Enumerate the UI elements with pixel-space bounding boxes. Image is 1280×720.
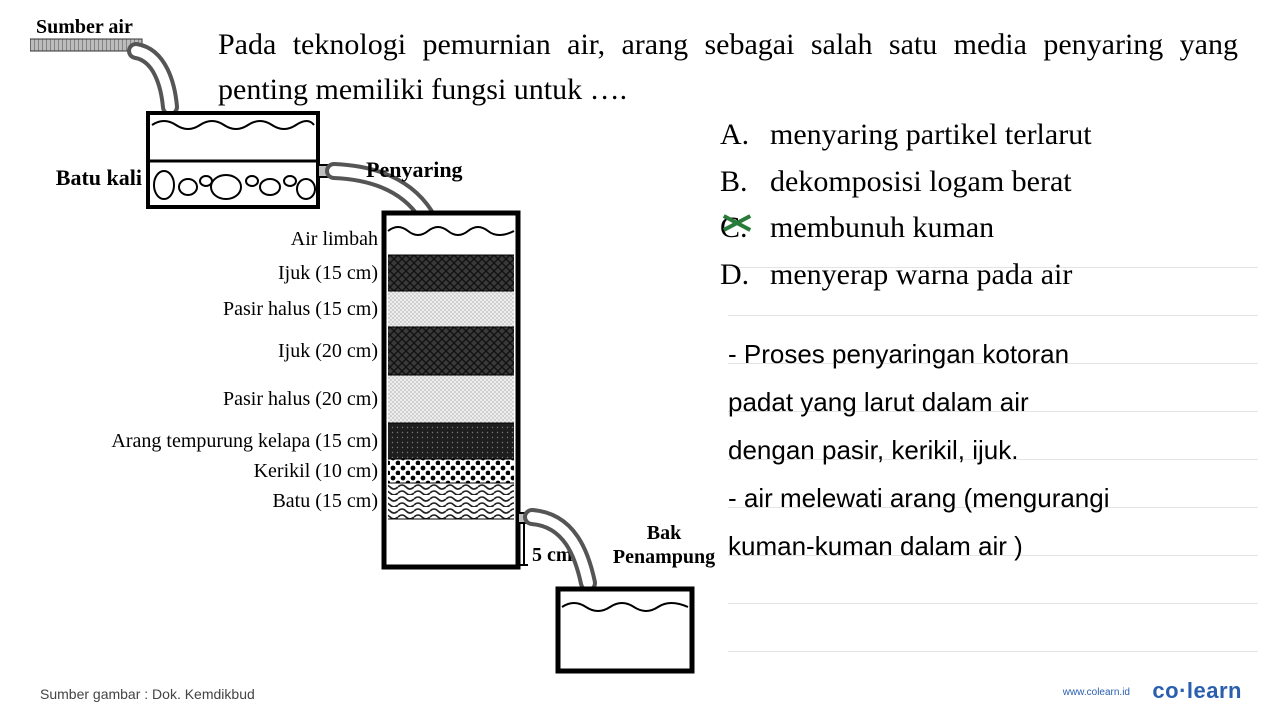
source-pipe-bar <box>30 39 142 51</box>
cross-mark-icon <box>718 203 758 243</box>
label-bak-2: Penampung <box>613 546 715 568</box>
option-c: C.membunuh kuman <box>720 205 1092 252</box>
note-line-2: padat yang larut dalam air <box>728 378 1258 426</box>
brand-url: www.colearn.id <box>1063 687 1130 698</box>
label-ijuk-15: Ijuk (15 cm) <box>278 262 378 284</box>
label-pasir-20: Pasir halus (20 cm) <box>223 388 378 410</box>
option-d-letter: D. <box>720 252 770 299</box>
label-sumber-air: Sumber air <box>36 16 133 38</box>
note-line-1: - Proses penyaringan kotoran <box>728 330 1258 378</box>
option-a-letter: A. <box>720 112 770 159</box>
label-air-limbah: Air limbah <box>291 228 378 250</box>
filter-column <box>384 213 532 567</box>
label-penyaring: Penyaring <box>366 157 463 182</box>
label-batu-kali: Batu kali <box>56 165 142 190</box>
source-credit: Sumber gambar : Dok. Kemdikbud <box>40 686 255 702</box>
option-b-letter: B. <box>720 159 770 206</box>
collection-tank <box>558 589 692 671</box>
brand-logo: co·learn <box>1152 678 1242 704</box>
label-arang: Arang tempurung kelapa (15 cm) <box>111 430 378 452</box>
first-tank <box>148 113 334 207</box>
label-ijuk-20: Ijuk (20 cm) <box>278 340 378 362</box>
note-line-5: kuman-kuman dalam air ) <box>728 522 1258 570</box>
note-line-4: - air melewati arang (mengurangi <box>728 474 1258 522</box>
filtration-diagram: Sumber air <box>30 15 720 695</box>
label-bak-1: Bak <box>647 522 682 544</box>
label-kerikil: Kerikil (10 cm) <box>254 460 378 482</box>
label-batu: Batu (15 cm) <box>272 490 378 512</box>
label-pasir-15: Pasir halus (15 cm) <box>223 298 378 320</box>
option-d: D.menyerap warna pada air <box>720 252 1092 299</box>
handwritten-notes: - Proses penyaringan kotoran padat yang … <box>728 330 1258 570</box>
option-b-text: dekomposisi logam berat <box>770 165 1072 198</box>
layer-labels: Air limbah Ijuk (15 cm) Pasir halus (15 … <box>111 228 378 512</box>
option-b: B.dekomposisi logam berat <box>720 159 1092 206</box>
note-line-3: dengan pasir, kerikil, ijuk. <box>728 426 1258 474</box>
option-a-text: menyaring partikel terlarut <box>770 118 1092 151</box>
options-list: A.menyaring partikel terlarut B.dekompos… <box>720 112 1092 298</box>
option-c-text: membunuh kuman <box>770 211 994 244</box>
option-d-text: menyerap warna pada air <box>770 258 1072 291</box>
option-a: A.menyaring partikel terlarut <box>720 112 1092 159</box>
